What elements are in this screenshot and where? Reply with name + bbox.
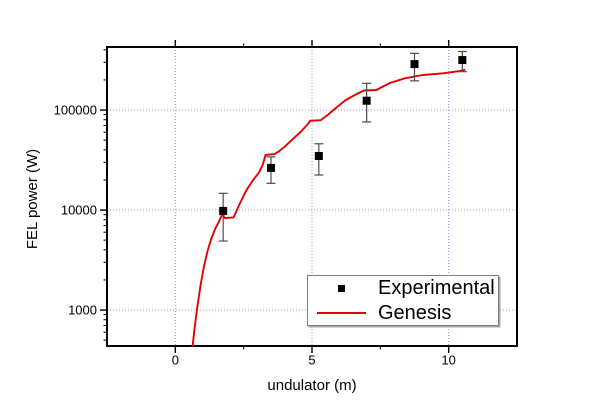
legend-entry-experimental: Experimental — [308, 276, 498, 301]
data-point-square — [314, 152, 323, 161]
legend-marker-cell — [316, 284, 366, 292]
data-point-square — [362, 96, 371, 105]
experimental-square-marker-icon — [337, 284, 345, 292]
data-point-square — [410, 60, 419, 69]
data-point-square — [267, 163, 275, 172]
y-axis-label: FEL power (W) — [24, 148, 41, 250]
x-tick-label: 10 — [441, 353, 455, 368]
x-tick-label: 0 — [172, 353, 179, 368]
x-tick-label: 5 — [308, 353, 315, 368]
legend-entry-genesis: Genesis — [308, 301, 498, 326]
data-point-square — [219, 206, 228, 215]
plot-frame — [106, 46, 518, 347]
y-tick-label: 10000 — [61, 203, 97, 218]
x-axis-label: undulator (m) — [267, 377, 357, 394]
legend-label-experimental: Experimental — [378, 277, 495, 300]
data-point-square — [458, 56, 467, 65]
chart-legend: Experimental Genesis — [307, 275, 499, 326]
legend-label-genesis: Genesis — [378, 301, 452, 324]
y-tick-label: 1000 — [68, 303, 97, 318]
genesis-line-marker-icon — [316, 311, 366, 314]
legend-marker-cell — [316, 311, 366, 314]
y-tick-label: 100000 — [54, 103, 97, 118]
genesis-curve — [191, 68, 466, 347]
